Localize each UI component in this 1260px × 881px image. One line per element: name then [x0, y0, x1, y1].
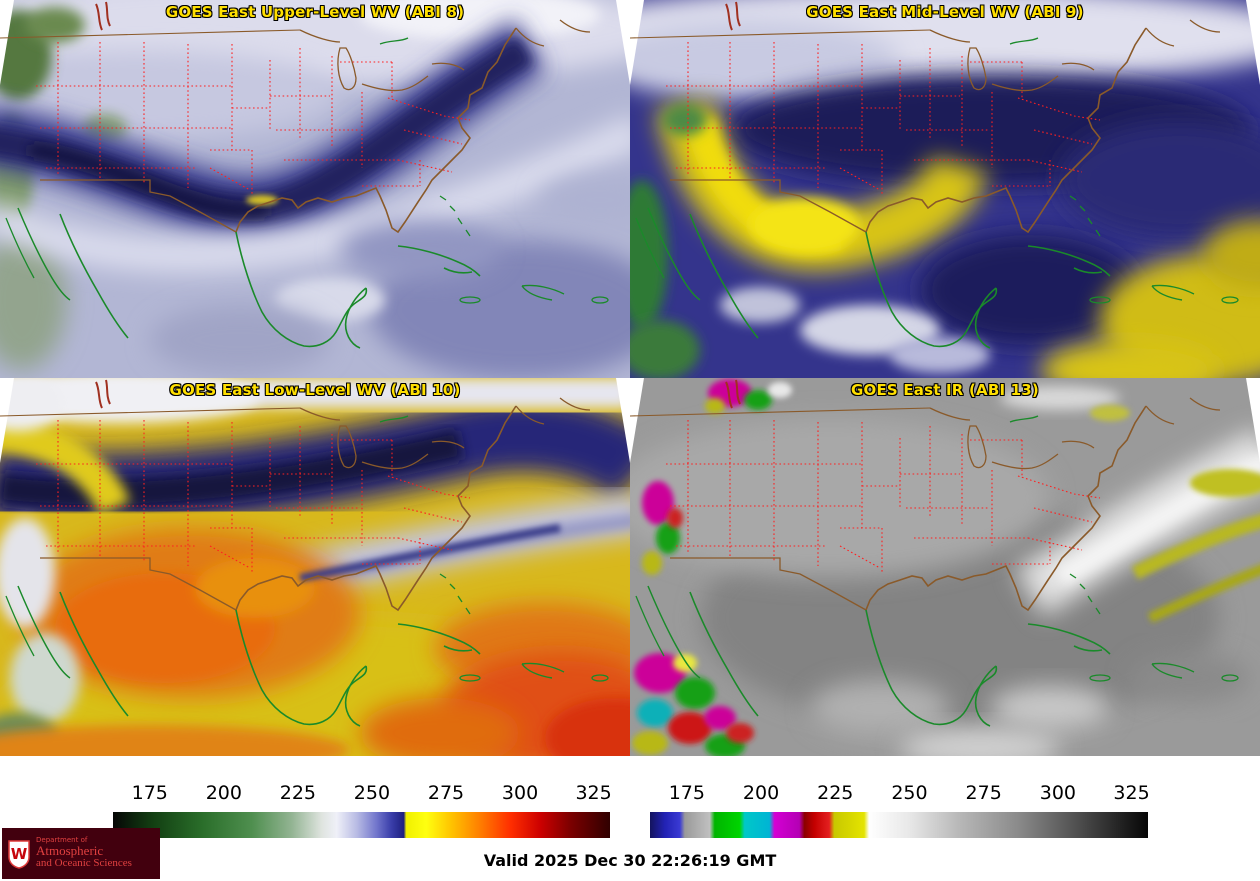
uw-crest-icon: W — [8, 839, 30, 869]
tick-label: 225 — [817, 782, 854, 804]
tick-label: 325 — [575, 782, 612, 804]
tick-label: 275 — [965, 782, 1002, 804]
tick-label: 200 — [205, 782, 242, 804]
panel-title-upper-wv: GOES East Upper-Level WV (ABI 8) — [165, 3, 465, 21]
panel-title-ir: GOES East IR (ABI 13) — [850, 381, 1039, 399]
sat-panel-ir: GOES East IR (ABI 13) — [630, 378, 1260, 756]
satellite-image-abi13 — [630, 378, 1260, 756]
tick-label: 300 — [1039, 782, 1076, 804]
uw-aos-logo: W Department of Atmospheric and Oceanic … — [2, 828, 160, 879]
sat-panel-upper-wv: GOES East Upper-Level WV (ABI 8) — [0, 0, 630, 378]
uw-crest-letter: W — [11, 845, 28, 863]
logo-name-line2: and Oceanic Sciences — [36, 857, 132, 870]
tick-label: 175 — [131, 782, 168, 804]
tick-label: 175 — [668, 782, 705, 804]
logo-name-line1: Atmospheric — [36, 843, 104, 859]
wv-colorbar-ticks: 175 200 225 250 275 300 325 — [113, 782, 612, 806]
valid-time-label: Valid 2025 Dec 30 22:26:19 GMT — [483, 851, 777, 870]
wv-colorbar — [113, 812, 610, 838]
quad-panel-grid: GOES East Upper-Level WV (ABI 8) — [0, 0, 1260, 756]
tick-label: 200 — [742, 782, 780, 804]
tick-label: 225 — [279, 782, 317, 804]
ir-colorbar-ticks: 175 200 225 250 275 300 325 — [650, 782, 1150, 806]
sat-panel-mid-wv: GOES East Mid-Level WV (ABI 9) — [630, 0, 1260, 378]
panel-title-mid-wv: GOES East Mid-Level WV (ABI 9) — [806, 3, 1084, 21]
sat-panel-low-wv: GOES East Low-Level WV (ABI 10) — [0, 378, 630, 756]
satellite-image-abi9 — [630, 0, 1260, 378]
logo-dept-line: Department of — [36, 835, 88, 844]
tick-label: 300 — [501, 782, 539, 804]
tick-label: 250 — [353, 782, 391, 804]
tick-label: 325 — [1113, 782, 1150, 804]
satellite-image-abi10 — [0, 378, 630, 756]
tick-label: 250 — [891, 782, 928, 804]
footer: 175 200 225 250 275 300 325 175 200 225 … — [0, 756, 1260, 881]
satellite-image-abi8 — [0, 0, 630, 378]
logo-text: Department of Atmospheric and Oceanic Sc… — [36, 835, 132, 870]
panel-title-low-wv: GOES East Low-Level WV (ABI 10) — [169, 381, 461, 399]
ir-colorbar — [650, 812, 1148, 838]
tick-label: 275 — [427, 782, 465, 804]
